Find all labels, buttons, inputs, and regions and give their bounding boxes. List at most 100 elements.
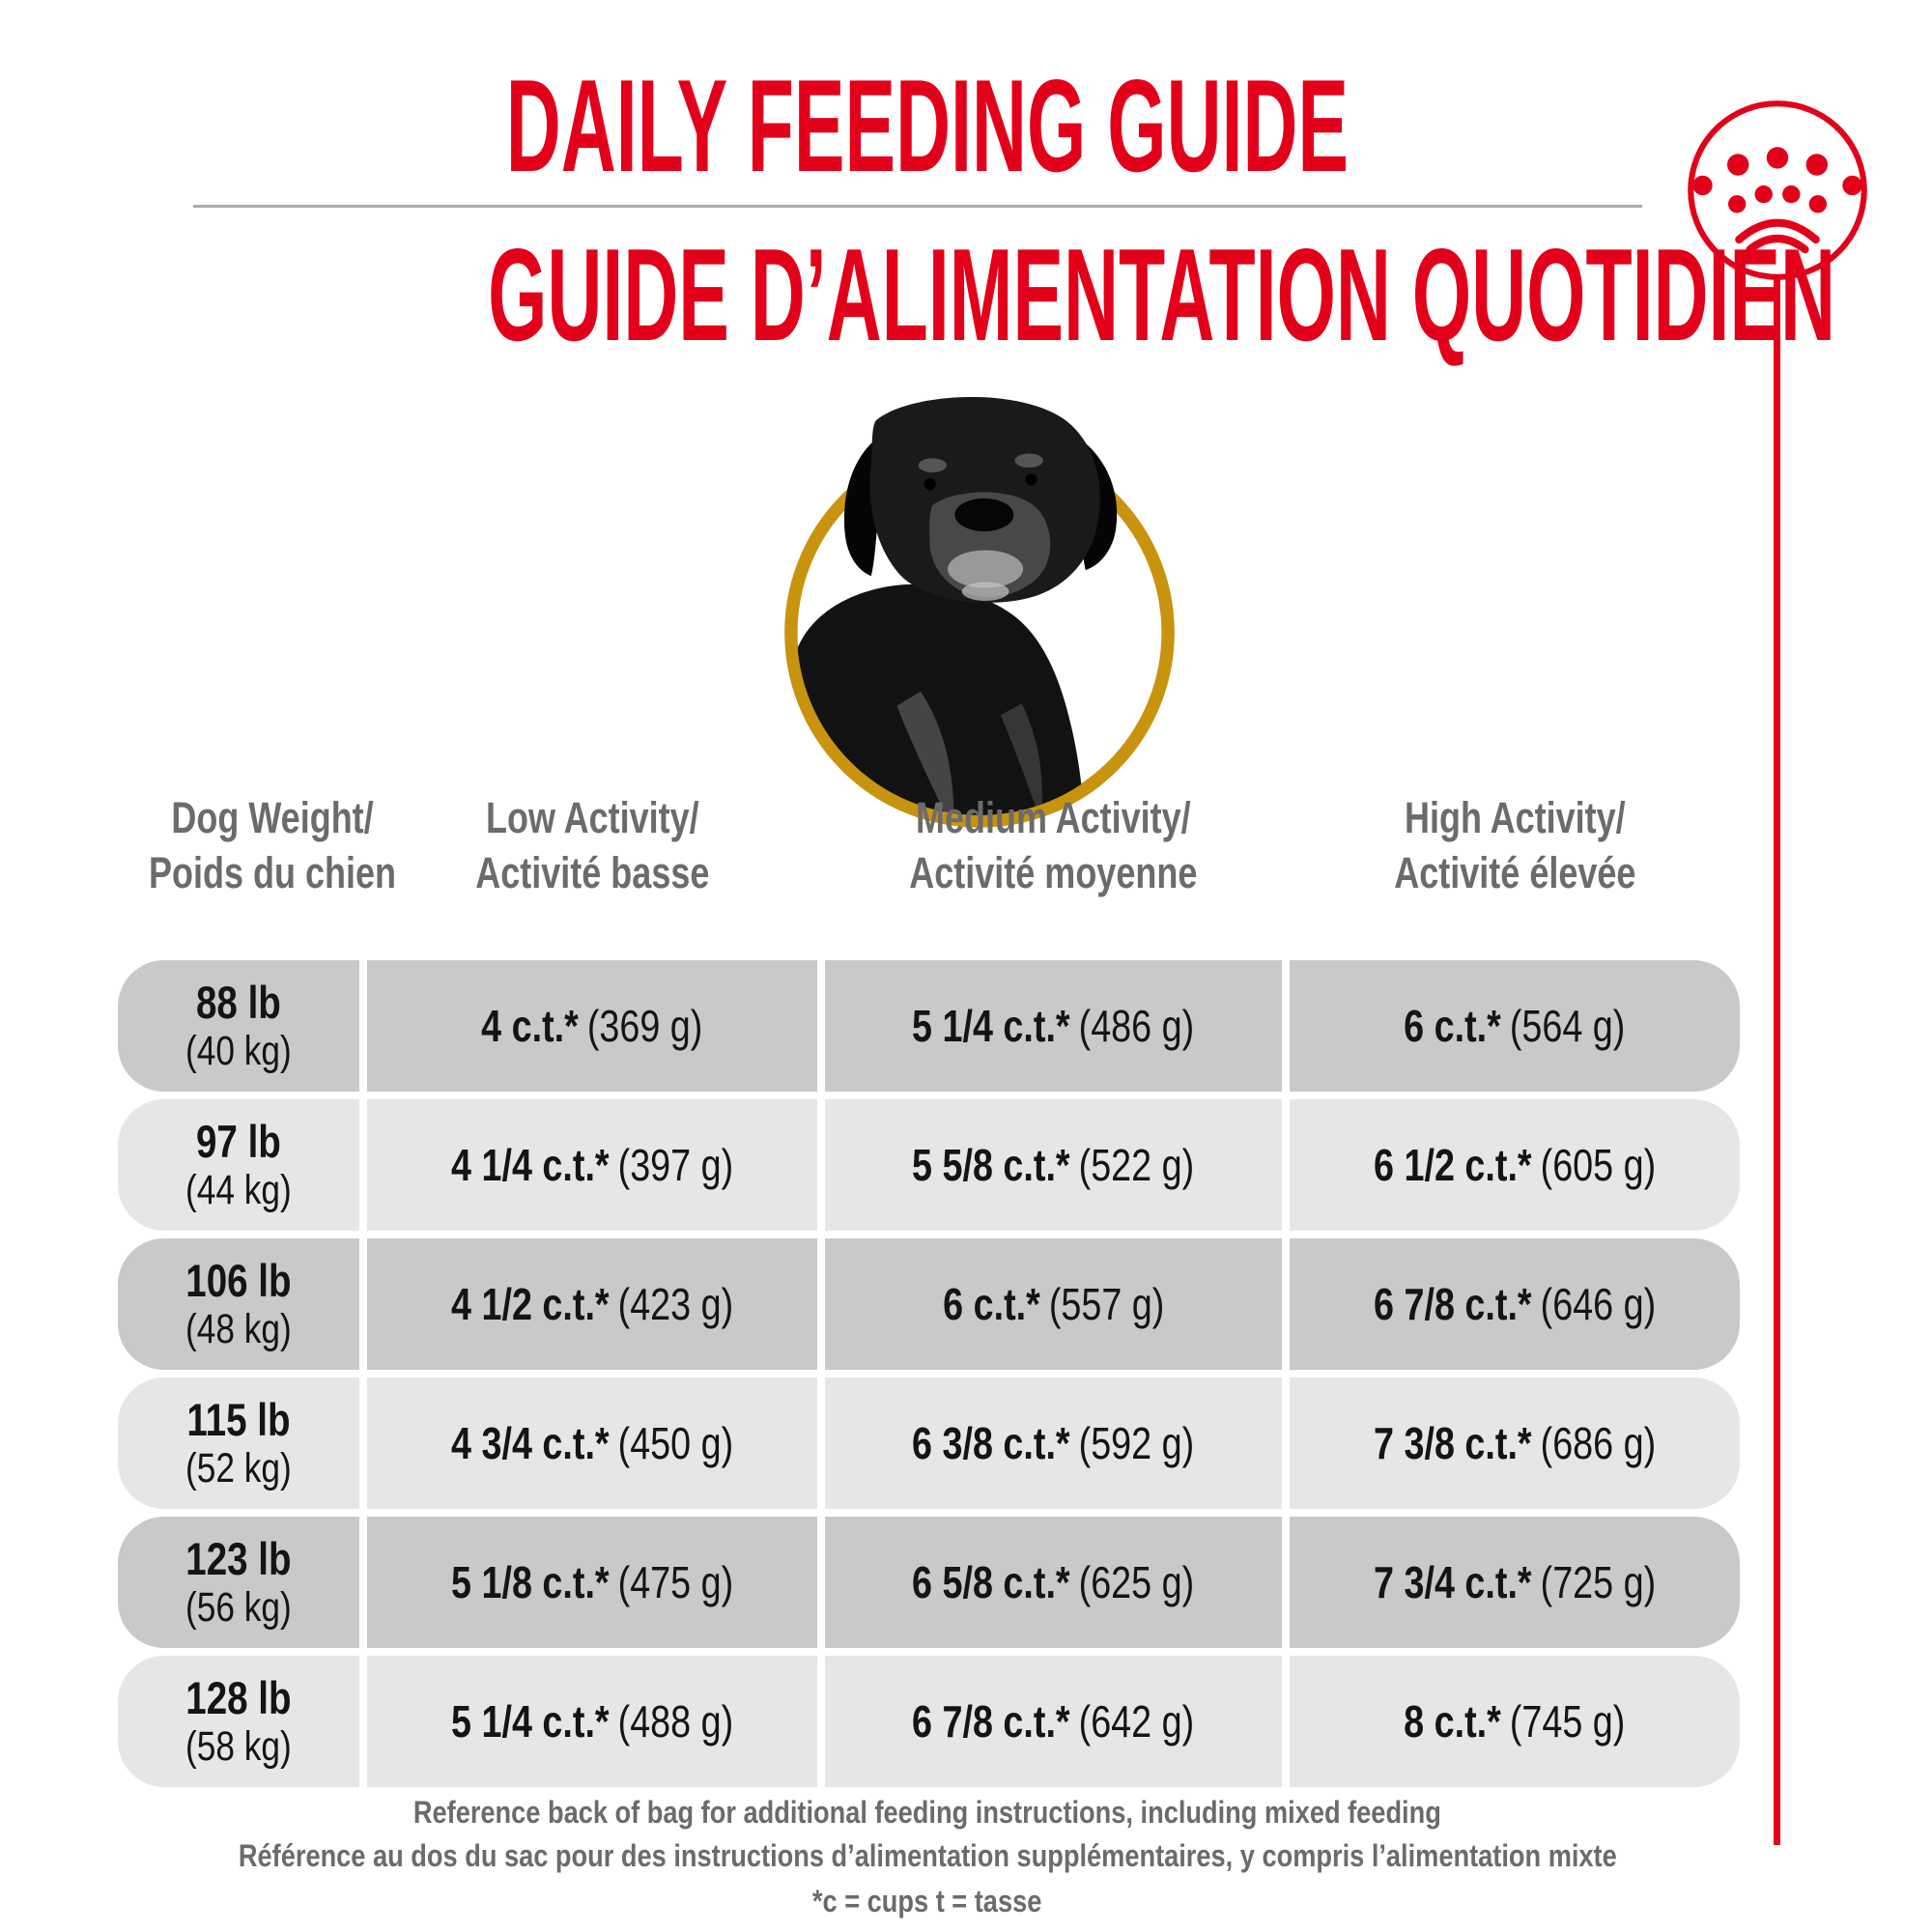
- header-line-en: High Activity/: [1404, 793, 1626, 842]
- grams-amount: (686 g): [1540, 1418, 1657, 1468]
- column-header-high-activity: High Activity/ Activité élevée: [1290, 790, 1740, 900]
- low-activity-cell: 5 1/4 c.t.* (488 g): [367, 1656, 817, 1787]
- low-activity-cell: 4 c.t.* (369 g): [367, 960, 817, 1092]
- grams-amount: (564 g): [1510, 1001, 1626, 1051]
- high-activity-cell: 6 1/2 c.t.* (605 g): [1290, 1099, 1740, 1231]
- weight-kilograms: (58 kg): [185, 1723, 292, 1770]
- footer-note-legend: *c = cups t = tasse: [812, 1884, 1042, 1918]
- grams-amount: (625 g): [1079, 1557, 1195, 1607]
- footer-note-english: Reference back of bag for additional fee…: [413, 1795, 1441, 1830]
- cups-amount: 5 1/4 c.t.*: [912, 1001, 1071, 1051]
- low-activity-cell: 4 1/2 c.t.* (423 g): [367, 1238, 817, 1370]
- medium-activity-cell: 6 7/8 c.t.* (642 g): [825, 1656, 1282, 1787]
- column-header-medium-activity: Medium Activity/ Activité moyenne: [825, 790, 1282, 900]
- header-line-en: Dog Weight/: [171, 793, 374, 842]
- column-header-low-activity: Low Activity/ Activité basse: [367, 790, 817, 900]
- grams-amount: (369 g): [587, 1001, 703, 1051]
- page-title-english: DAILY FEEDING GUIDE: [0, 53, 1855, 198]
- grams-amount: (450 g): [617, 1418, 734, 1468]
- grams-amount: (475 g): [617, 1557, 734, 1607]
- page-title-french: GUIDE D’ALIMENTATION QUOTIDIEN: [0, 222, 1855, 367]
- low-activity-cell: 4 1/4 c.t.* (397 g): [367, 1099, 817, 1231]
- page-title-english-text: DAILY FEEDING GUIDE: [505, 52, 1350, 199]
- weight-pounds: 106 lb: [185, 1255, 292, 1306]
- grams-amount: (592 g): [1079, 1418, 1195, 1468]
- weight-pounds: 128 lb: [185, 1672, 292, 1723]
- header-line-fr: Activité basse: [474, 848, 710, 897]
- crown-base-arcs: [1735, 218, 1820, 254]
- weight-pounds: 115 lb: [186, 1394, 291, 1445]
- cups-amount: 7 3/4 c.t.*: [1373, 1557, 1532, 1607]
- footer-note-french: Référence au dos du sac pour des instruc…: [238, 1838, 1617, 1873]
- crown-dots: [1692, 147, 1862, 213]
- header-line-en: Low Activity/: [485, 793, 699, 842]
- feeding-table: 88 lb (40 kg) 4 c.t.* (369 g) 5 1/4 c.t.* (48…: [118, 960, 1740, 1787]
- grams-amount: (522 g): [1079, 1140, 1195, 1190]
- grams-amount: (725 g): [1540, 1557, 1657, 1607]
- grams-amount: (488 g): [617, 1696, 734, 1747]
- low-activity-cell: 5 1/8 c.t.* (475 g): [367, 1517, 817, 1648]
- vertical-red-rule: [1774, 279, 1780, 1845]
- grams-amount: (642 g): [1079, 1696, 1195, 1747]
- weight-kilograms: (56 kg): [185, 1584, 292, 1631]
- weight-pounds: 97 lb: [196, 1116, 281, 1167]
- royal-canin-crown-logo: [1688, 100, 1867, 280]
- grams-amount: (745 g): [1510, 1696, 1626, 1747]
- high-activity-cell: 7 3/4 c.t.* (725 g): [1290, 1517, 1740, 1648]
- weight-cell: 115 lb (52 kg): [118, 1378, 359, 1509]
- grams-amount: (397 g): [617, 1140, 734, 1190]
- title-divider-line: [193, 205, 1642, 208]
- cups-amount: 7 3/8 c.t.*: [1373, 1418, 1532, 1468]
- grams-amount: (646 g): [1540, 1279, 1657, 1329]
- header-line-fr: Poids du chien: [149, 848, 397, 897]
- weight-kilograms: (44 kg): [185, 1167, 292, 1213]
- high-activity-cell: 6 c.t.* (564 g): [1290, 960, 1740, 1092]
- header-line-fr: Activité moyenne: [909, 848, 1198, 897]
- column-header-dog-weight: Dog Weight/ Poids du chien: [118, 790, 396, 900]
- cups-amount: 6 c.t.*: [942, 1279, 1040, 1329]
- weight-kilograms: (40 kg): [185, 1028, 292, 1074]
- cups-amount: 5 1/4 c.t.*: [450, 1696, 610, 1747]
- cups-amount: 4 c.t.*: [481, 1001, 580, 1051]
- cups-amount: 5 1/8 c.t.*: [450, 1557, 610, 1607]
- dog-head: [843, 396, 1118, 603]
- grams-amount: (605 g): [1540, 1140, 1657, 1190]
- cups-amount: 8 c.t.*: [1404, 1696, 1502, 1747]
- grams-amount: (557 g): [1048, 1279, 1165, 1329]
- high-activity-cell: 6 7/8 c.t.* (646 g): [1290, 1238, 1740, 1370]
- cups-amount: 6 5/8 c.t.*: [912, 1557, 1071, 1607]
- weight-cell: 97 lb (44 kg): [118, 1099, 359, 1231]
- weight-cell: 123 lb (56 kg): [118, 1517, 359, 1648]
- cups-amount: 5 5/8 c.t.*: [912, 1140, 1071, 1190]
- medium-activity-cell: 6 c.t.* (557 g): [825, 1238, 1282, 1370]
- high-activity-cell: 8 c.t.* (745 g): [1290, 1656, 1740, 1787]
- high-activity-cell: 7 3/8 c.t.* (686 g): [1290, 1378, 1740, 1509]
- weight-pounds: 123 lb: [185, 1533, 292, 1584]
- cups-amount: 6 3/8 c.t.*: [912, 1418, 1071, 1468]
- table-header-row: Dog Weight/ Poids du chien Low Activity/…: [118, 790, 1740, 900]
- rottweiler-badge: [784, 396, 1175, 828]
- cups-amount: 4 3/4 c.t.*: [450, 1418, 610, 1468]
- weight-kilograms: (52 kg): [185, 1445, 292, 1492]
- weight-kilograms: (48 kg): [185, 1306, 292, 1352]
- cups-amount: 6 c.t.*: [1404, 1001, 1502, 1051]
- weight-cell: 106 lb (48 kg): [118, 1238, 359, 1370]
- header-line-fr: Activité élevée: [1393, 848, 1636, 897]
- cups-amount: 6 7/8 c.t.*: [912, 1696, 1071, 1747]
- medium-activity-cell: 6 3/8 c.t.* (592 g): [825, 1378, 1282, 1509]
- cups-amount: 6 7/8 c.t.*: [1373, 1279, 1532, 1329]
- cups-amount: 4 1/2 c.t.*: [450, 1279, 610, 1329]
- weight-cell: 88 lb (40 kg): [118, 960, 359, 1092]
- low-activity-cell: 4 3/4 c.t.* (450 g): [367, 1378, 817, 1509]
- medium-activity-cell: 5 1/4 c.t.* (486 g): [825, 960, 1282, 1092]
- header-line-en: Medium Activity/: [916, 793, 1191, 842]
- grams-amount: (423 g): [617, 1279, 734, 1329]
- medium-activity-cell: 5 5/8 c.t.* (522 g): [825, 1099, 1282, 1231]
- cups-amount: 6 1/2 c.t.*: [1373, 1140, 1532, 1190]
- medium-activity-cell: 6 5/8 c.t.* (625 g): [825, 1517, 1282, 1648]
- grams-amount: (486 g): [1079, 1001, 1195, 1051]
- weight-pounds: 88 lb: [196, 977, 281, 1028]
- page-title-french-text: GUIDE D’ALIMENTATION QUOTIDIEN: [488, 221, 1836, 368]
- weight-cell: 128 lb (58 kg): [118, 1656, 359, 1787]
